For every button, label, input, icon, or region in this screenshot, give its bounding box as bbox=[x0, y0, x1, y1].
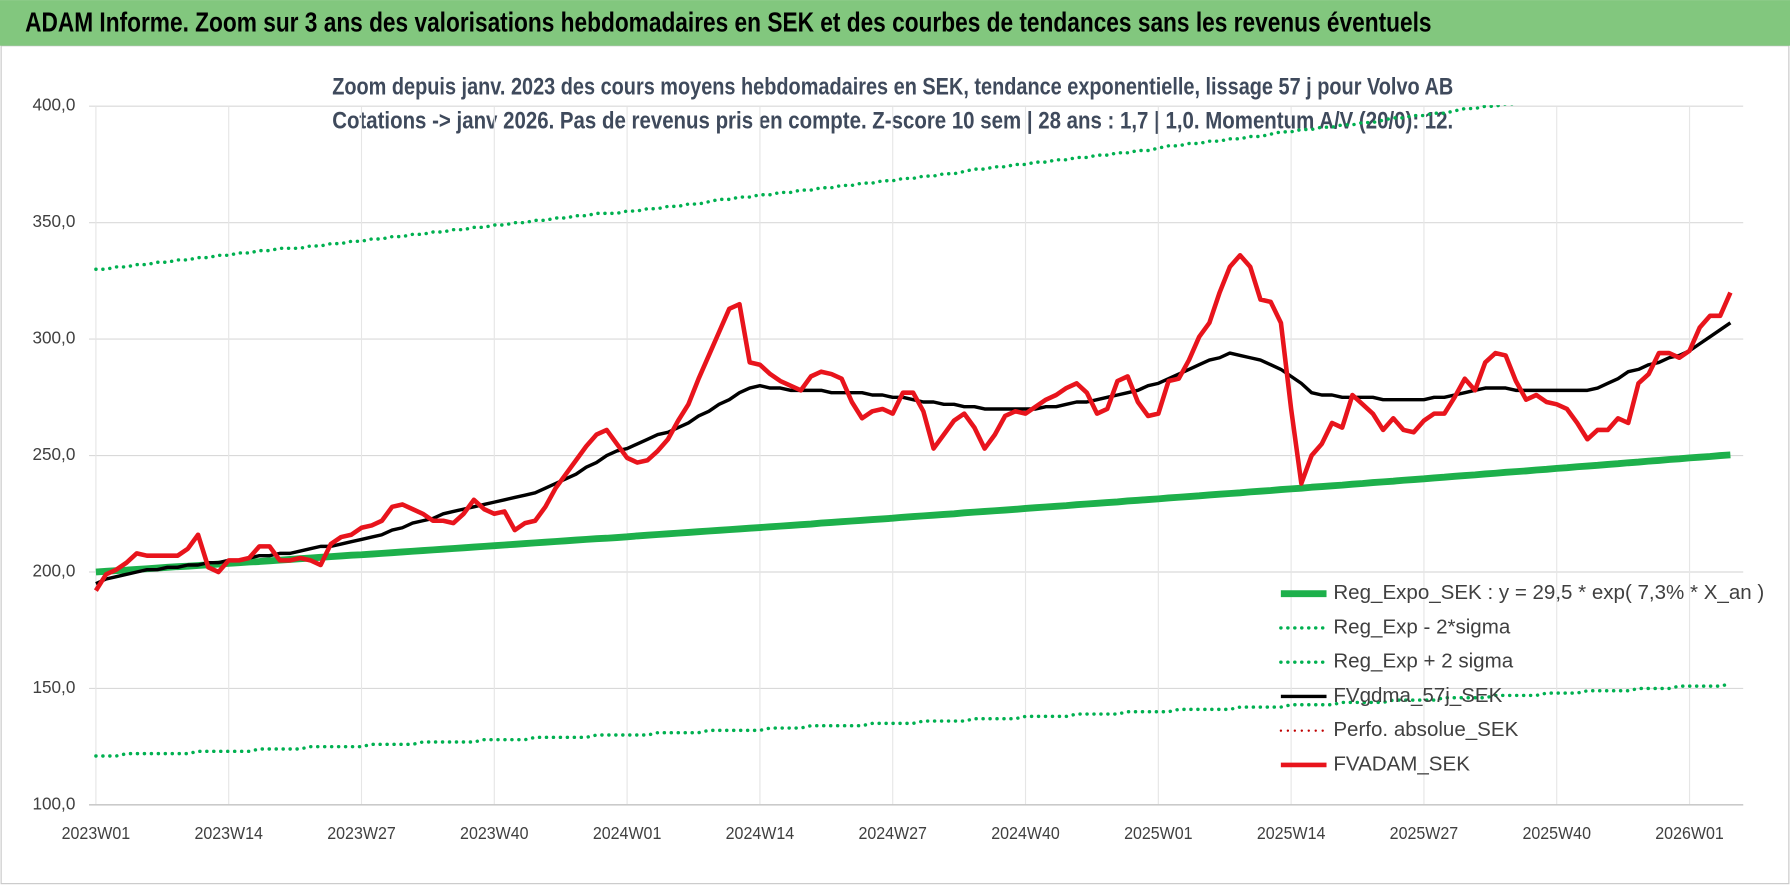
y-tick-label: 350,0 bbox=[33, 212, 76, 231]
y-tick-label: 150,0 bbox=[33, 678, 76, 697]
chart-title: ADAM Informe. Zoom sur 3 ans des valoris… bbox=[25, 6, 1431, 37]
x-tick-label: 2025W40 bbox=[1522, 824, 1590, 843]
legend-label: Reg_Expo_SEK : y = 29,5 * exp( 7,3% * X_… bbox=[1333, 581, 1764, 604]
x-tick-label: 2023W01 bbox=[62, 824, 130, 843]
x-tick-label: 2024W14 bbox=[726, 824, 795, 843]
series-line bbox=[94, 682, 1733, 758]
legend-label: Reg_Exp + 2 sigma bbox=[1333, 650, 1513, 673]
series-line bbox=[93, 252, 1733, 592]
y-tick-label: 300,0 bbox=[33, 329, 76, 348]
header-bar bbox=[0, 0, 1790, 46]
series-line bbox=[94, 105, 1519, 271]
x-tick-label: 2023W27 bbox=[327, 824, 395, 843]
x-tick-label: 2025W27 bbox=[1390, 824, 1458, 843]
y-tick-label: 200,0 bbox=[33, 562, 76, 581]
x-tick-label: 2026W01 bbox=[1655, 824, 1723, 843]
y-tick-label: 400,0 bbox=[33, 96, 76, 115]
chart-subtitle: Zoom depuis janv. 2023 des cours moyens … bbox=[332, 73, 1453, 100]
y-tick-label: 100,0 bbox=[33, 794, 76, 813]
legend-label: FVADAM_SEK bbox=[1333, 752, 1470, 775]
x-tick-label: 2024W40 bbox=[991, 824, 1059, 843]
series-line bbox=[95, 451, 1731, 576]
legend-label: Reg_Exp - 2*sigma bbox=[1333, 615, 1510, 638]
legend-label: FVgdma_57j_SEK bbox=[1333, 684, 1502, 707]
x-tick-label: 2023W14 bbox=[194, 824, 263, 843]
y-tick-label: 250,0 bbox=[33, 445, 76, 464]
x-tick-label: 2023W40 bbox=[460, 824, 528, 843]
x-tick-label: 2024W27 bbox=[858, 824, 926, 843]
x-tick-label: 2025W14 bbox=[1257, 824, 1326, 843]
x-tick-label: 2024W01 bbox=[593, 824, 661, 843]
x-tick-label: 2025W01 bbox=[1124, 824, 1192, 843]
legend-label: Perfo. absolue_SEK bbox=[1333, 718, 1518, 741]
